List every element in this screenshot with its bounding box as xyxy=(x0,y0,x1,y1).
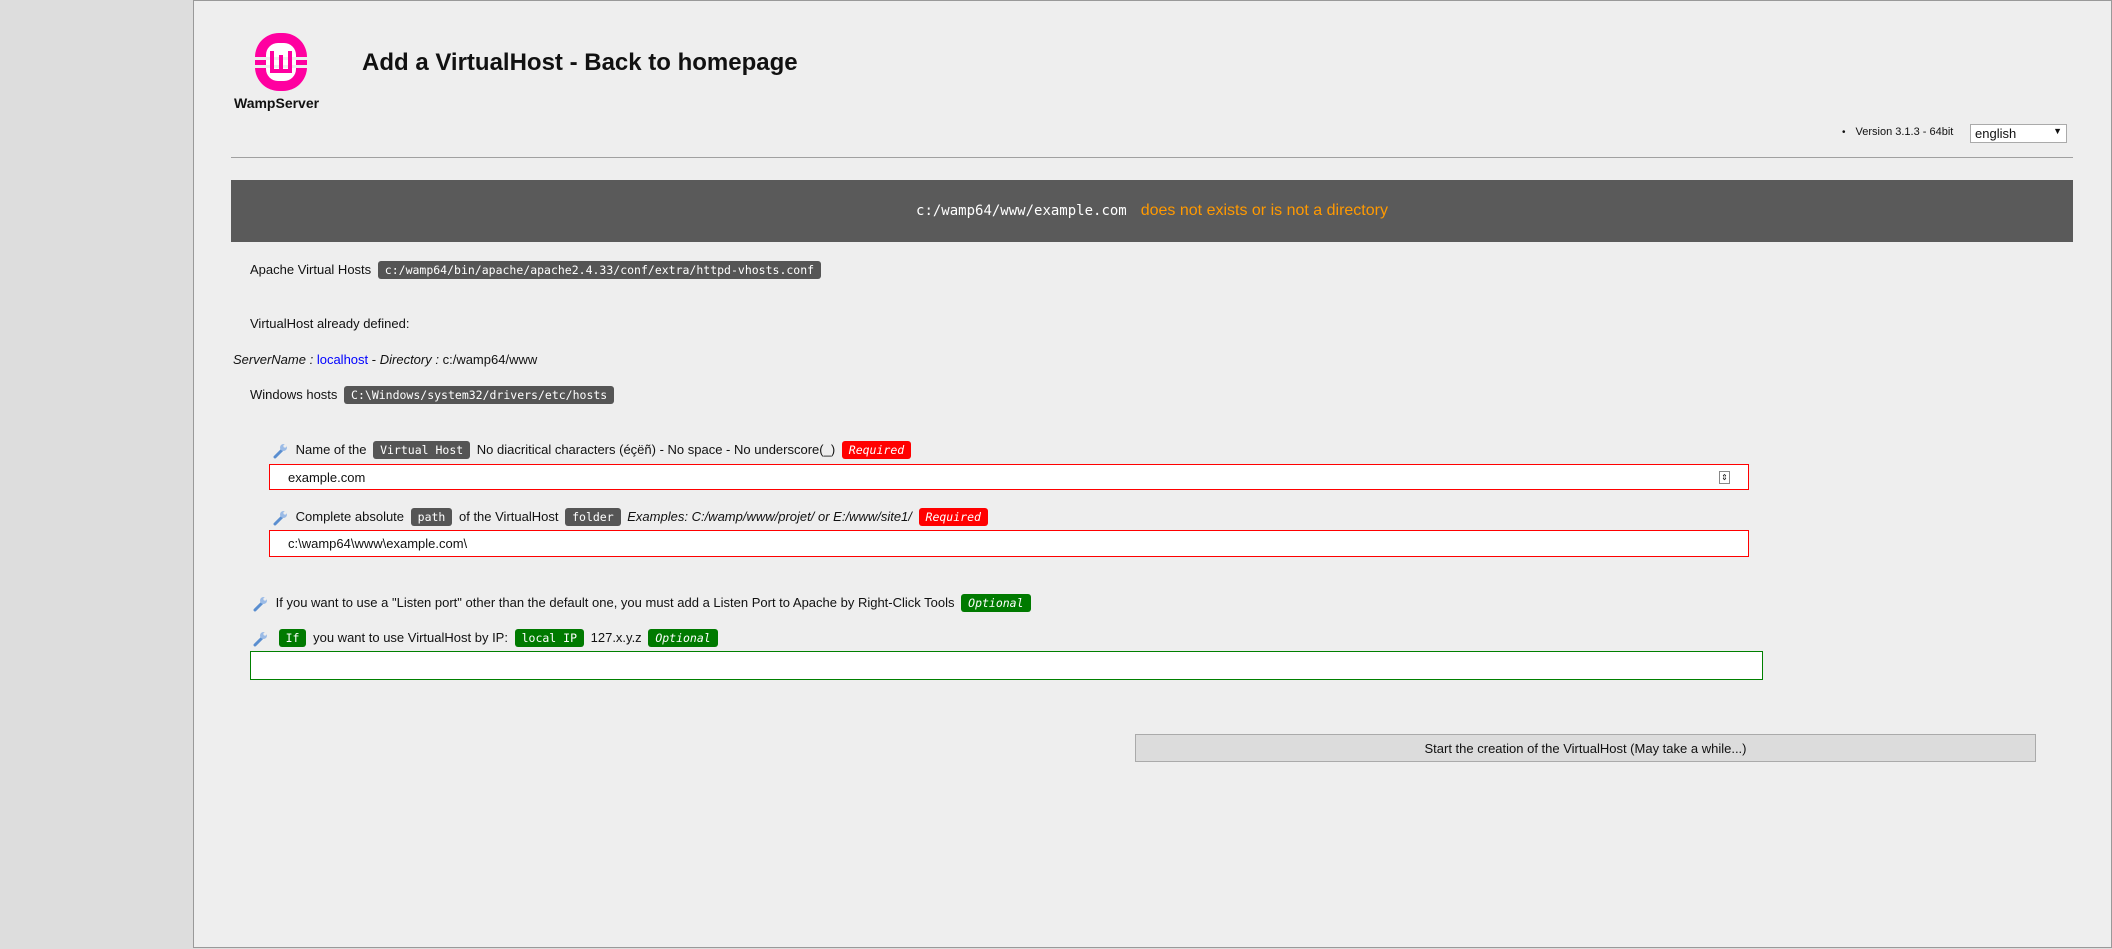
language-select[interactable]: english ▼ xyxy=(1970,124,2067,143)
hosts-label: Windows hosts xyxy=(250,387,338,402)
label-text: of the VirtualHost xyxy=(458,509,559,524)
apache-path-badge: c:/wamp64/bin/apache/apache2.4.33/conf/e… xyxy=(377,261,822,279)
vhost-name-value: example.com xyxy=(288,469,366,485)
hosts-path-badge: C:\Windows/system32/drivers/etc/hosts xyxy=(344,386,615,404)
defined-label: VirtualHost already defined: xyxy=(250,316,410,331)
localhost-link[interactable]: localhost xyxy=(316,352,369,367)
language-value: english xyxy=(1975,126,2017,141)
autofill-icon: ⇕ xyxy=(1719,470,1730,484)
create-vhost-button[interactable]: Start the creation of the VirtualHost (M… xyxy=(1135,734,2036,762)
servername-label: ServerName : xyxy=(233,352,314,367)
wampserver-logo[interactable] xyxy=(251,31,311,93)
local-ip-badge: local IP xyxy=(514,629,584,647)
defined-vhost: ServerName : localhost - Directory : c:/… xyxy=(233,352,537,367)
listen-port-line: If you want to use a "Listen port" other… xyxy=(252,594,1034,612)
error-banner: c:/wamp64/www/example.com does not exist… xyxy=(231,180,2073,242)
ip-input[interactable] xyxy=(250,651,1763,680)
apache-vhosts-line: Apache Virtual Hosts c:/wamp64/bin/apach… xyxy=(250,261,824,279)
listen-port-text: If you want to use a "Listen port" other… xyxy=(275,595,955,610)
ip-pattern: 127.x.y.z xyxy=(590,630,642,645)
directory-label: Directory : xyxy=(379,352,439,367)
banner-path: c:/wamp64/www/example.com xyxy=(916,203,1127,219)
divider xyxy=(231,157,2073,158)
ip-line: If you want to use VirtualHost by IP: lo… xyxy=(252,629,721,647)
if-badge: If xyxy=(278,629,307,647)
vhost-path-input[interactable]: c:\wamp64\www\example.com\ xyxy=(269,530,1749,557)
vhost-path-value: c:\wamp64\www\example.com\ xyxy=(288,536,468,551)
version-text: Version 3.1.3 - 64bit xyxy=(1842,126,1954,138)
folder-badge: folder xyxy=(565,508,621,526)
path-field-label: Complete absolute path of the VirtualHos… xyxy=(272,508,991,526)
virtual-host-badge: Virtual Host xyxy=(373,441,471,459)
wrench-icon xyxy=(273,510,287,526)
page: WampServer Add a VirtualHost - Back to h… xyxy=(193,0,2112,948)
wrench-icon xyxy=(253,631,267,647)
required-badge: Required xyxy=(918,508,988,526)
page-title[interactable]: Add a VirtualHost - Back to homepage xyxy=(362,49,798,76)
separator: - xyxy=(371,352,377,367)
hint-text: No diacritical characters (éçëñ) - No sp… xyxy=(476,442,836,457)
vhost-name-input[interactable]: example.com ⇕ xyxy=(269,464,1749,490)
apache-label: Apache Virtual Hosts xyxy=(250,262,372,277)
optional-badge: Optional xyxy=(648,629,718,647)
required-badge: Required xyxy=(841,441,912,459)
windows-hosts-line: Windows hosts C:\Windows/system32/driver… xyxy=(250,386,617,404)
path-badge: path xyxy=(410,508,453,526)
logo-text: WampServer xyxy=(234,95,320,111)
label-text: Complete absolute xyxy=(295,509,405,524)
examples-text: Examples: C:/wamp/www/projet/ or E:/www/… xyxy=(627,509,912,524)
wrench-icon xyxy=(273,443,287,459)
wrench-icon xyxy=(253,596,267,612)
directory-value: c:/wamp64/www xyxy=(442,352,538,367)
ip-text: you want to use VirtualHost by IP: xyxy=(313,630,508,645)
name-field-label: Name of the Virtual Host No diacritical … xyxy=(272,441,914,459)
label-text: Name of the xyxy=(295,442,367,457)
optional-badge: Optional xyxy=(961,594,1031,612)
dropdown-arrow-icon: ▼ xyxy=(2053,126,2062,136)
banner-message: does not exists or is not a directory xyxy=(1140,202,1388,219)
